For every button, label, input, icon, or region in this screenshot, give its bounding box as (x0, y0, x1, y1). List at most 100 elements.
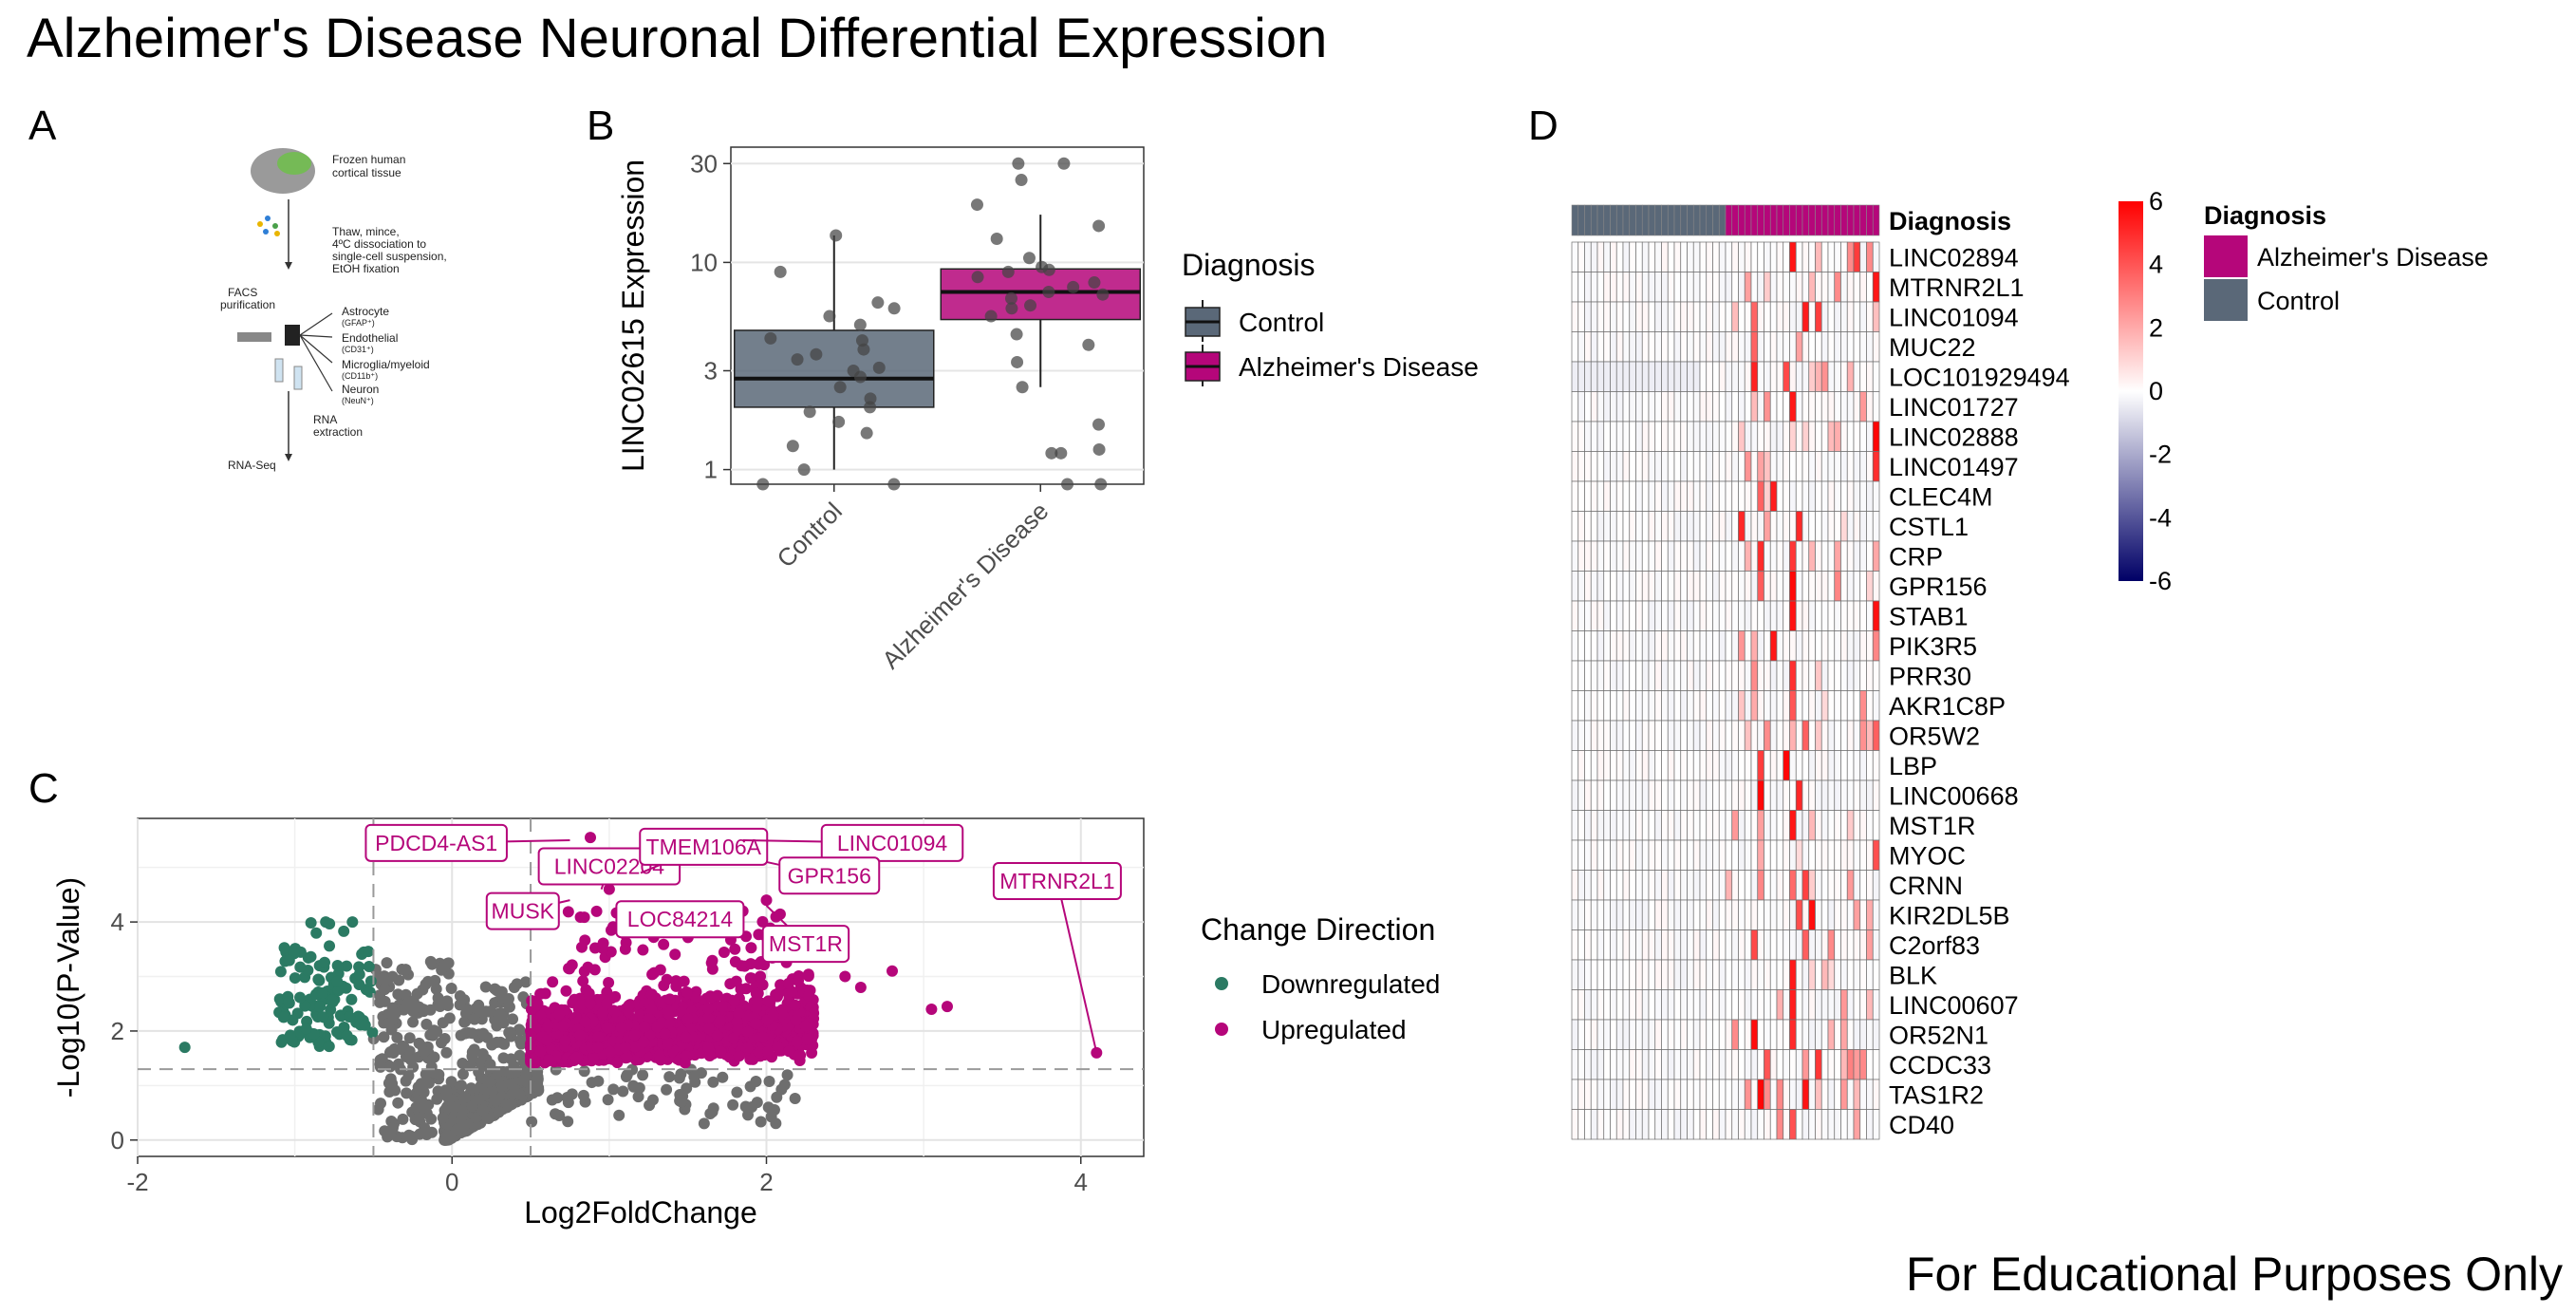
heatmap-cell (1712, 571, 1720, 602)
heatmap-cell (1615, 630, 1624, 662)
y-tick-label: 30 (690, 149, 718, 178)
heatmap-cell (1699, 331, 1708, 363)
heatmap-cell (1571, 451, 1579, 482)
heatmap-cell (1596, 571, 1605, 602)
heatmap-cell (1718, 331, 1727, 363)
heatmap-cell (1622, 959, 1631, 990)
heatmap-cell (1846, 391, 1855, 422)
data-point (1016, 381, 1029, 394)
gene-label: CRP (1889, 543, 1943, 572)
heatmap-cell (1840, 451, 1848, 482)
heatmap-cell (1699, 750, 1708, 781)
heatmap-cell (1635, 480, 1643, 512)
workflow-step-text: (NeuN⁺) (342, 396, 374, 405)
heatmap-cell (1846, 839, 1855, 871)
heatmap-cell (1699, 720, 1708, 751)
heatmap-cell (1840, 1049, 1848, 1080)
heatmap-cell (1667, 272, 1675, 303)
heatmap-cell (1872, 779, 1880, 811)
gene-label: CLEC4M (1889, 483, 1993, 512)
heatmap-cell (1629, 272, 1636, 303)
heatmap-cell (1706, 720, 1713, 751)
heatmap-cell (1603, 779, 1611, 811)
annotation-cell (1725, 204, 1733, 236)
heatmap-cell (1866, 899, 1874, 930)
heatmap-cell (1687, 1109, 1694, 1140)
heatmap-cell (1820, 241, 1829, 272)
heatmap-cell (1840, 810, 1848, 841)
heatmap-cell (1738, 1109, 1745, 1140)
heatmap-cell (1577, 361, 1585, 392)
heatmap-cell (1635, 870, 1643, 901)
heatmap-cell (1673, 480, 1682, 512)
heatmap-cell (1687, 989, 1694, 1021)
heatmap-cell (1750, 750, 1759, 781)
heatmap-cell (1795, 870, 1803, 901)
heatmap-cell (1635, 630, 1643, 662)
annotation-cell (1853, 204, 1861, 236)
heatmap-cell (1706, 1079, 1713, 1110)
heatmap-cell (1622, 331, 1631, 363)
heatmap-cell (1712, 241, 1720, 272)
heatmap-cell (1718, 839, 1727, 871)
heatmap-cell (1635, 750, 1643, 781)
heatmap-cell (1776, 810, 1784, 841)
heatmap-cell (1750, 1019, 1759, 1050)
heatmap-cell (1615, 870, 1624, 901)
heatmap-cell (1744, 511, 1752, 542)
heatmap-cell (1661, 720, 1669, 751)
heatmap-cell (1783, 690, 1790, 722)
heatmap-cell (1687, 690, 1694, 722)
heatmap-cell (1820, 331, 1829, 363)
heatmap-cell (1859, 331, 1867, 363)
heatmap-cell (1571, 660, 1579, 691)
heatmap-cell (1635, 779, 1643, 811)
heatmap-cell (1596, 540, 1605, 572)
heatmap-cell (1629, 301, 1636, 332)
annotation-cell (1596, 204, 1605, 236)
heatmap-cell (1577, 1049, 1585, 1080)
tube-icon (293, 366, 303, 390)
heatmap-cell (1673, 540, 1682, 572)
heatmap-cell (1859, 660, 1867, 691)
heatmap-cell (1834, 929, 1841, 961)
heatmap-cell (1596, 391, 1605, 422)
heatmap-cell (1629, 571, 1636, 602)
heatmap-cell (1834, 750, 1841, 781)
heatmap-cell (1603, 1049, 1611, 1080)
heatmap-cell (1699, 899, 1708, 930)
heatmap-cell (1680, 810, 1688, 841)
heatmap-cell (1820, 870, 1829, 901)
annotation-cell (1603, 204, 1611, 236)
heatmap-cell (1827, 959, 1836, 990)
heatmap-cell (1801, 720, 1810, 751)
annotation-cell (1692, 204, 1701, 236)
heatmap-cell (1615, 272, 1624, 303)
data-point (1010, 328, 1023, 341)
heatmap-cell (1750, 1079, 1759, 1110)
heatmap-cell (1661, 750, 1669, 781)
heatmap-cell (1596, 750, 1605, 781)
heatmap-cell (1584, 511, 1592, 542)
heatmap-cell (1680, 331, 1688, 363)
heatmap-cell (1872, 1109, 1880, 1140)
heatmap-cell (1731, 1019, 1739, 1050)
legend-label: Control (2257, 287, 2340, 315)
heatmap-cell (1654, 929, 1662, 961)
heatmap-cell (1846, 331, 1855, 363)
heatmap-cell (1834, 989, 1841, 1021)
heatmap-cell (1673, 720, 1682, 751)
heatmap-cell (1859, 779, 1867, 811)
heatmap-cell (1610, 870, 1617, 901)
heatmap-cell (1699, 511, 1708, 542)
heatmap-cell (1610, 361, 1617, 392)
heatmap-cell (1712, 301, 1720, 332)
y-tick-label: 0 (111, 1126, 124, 1154)
heatmap-cell (1827, 451, 1836, 482)
heatmap-cell (1603, 1019, 1611, 1050)
heatmap-cell (1750, 810, 1759, 841)
heatmap-cell (1712, 1079, 1720, 1110)
heatmap-cell (1820, 511, 1829, 542)
heatmap-cell (1692, 929, 1701, 961)
heatmap-cell (1648, 1109, 1656, 1140)
